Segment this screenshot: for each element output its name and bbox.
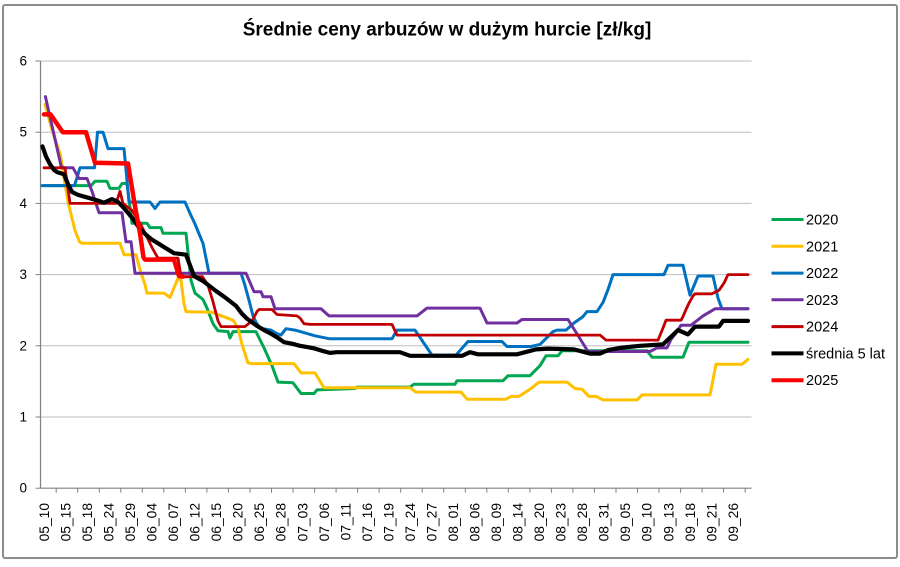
svg-text:07_27: 07_27 <box>424 503 439 541</box>
svg-text:08_28: 08_28 <box>575 503 590 542</box>
svg-text:07_16: 07_16 <box>360 503 375 542</box>
svg-text:3: 3 <box>19 267 27 282</box>
svg-text:07_24: 07_24 <box>403 503 418 542</box>
svg-text:2: 2 <box>19 338 27 353</box>
svg-text:08_06: 08_06 <box>468 503 483 542</box>
svg-text:07_11: 07_11 <box>338 503 353 540</box>
svg-text:06_20: 06_20 <box>231 503 246 542</box>
svg-text:09_05: 09_05 <box>618 503 633 542</box>
svg-text:średnia 5 lat: średnia 5 lat <box>806 346 885 362</box>
svg-text:06_15: 06_15 <box>209 503 224 542</box>
svg-text:06_28: 06_28 <box>274 503 289 542</box>
svg-text:07_03: 07_03 <box>295 503 310 542</box>
svg-text:05_29: 05_29 <box>123 503 138 542</box>
svg-text:05_10: 05_10 <box>37 503 52 542</box>
svg-text:07_06: 07_06 <box>317 503 332 542</box>
svg-text:09_26: 09_26 <box>726 503 741 542</box>
svg-text:2024: 2024 <box>806 320 838 336</box>
svg-text:08_01: 08_01 <box>446 503 461 541</box>
svg-text:09_10: 09_10 <box>640 503 655 542</box>
svg-text:6: 6 <box>19 54 27 69</box>
svg-text:2023: 2023 <box>806 293 838 309</box>
svg-text:5: 5 <box>19 125 27 140</box>
svg-text:2020: 2020 <box>806 213 838 229</box>
svg-text:1: 1 <box>19 410 27 425</box>
svg-text:08_09: 08_09 <box>489 503 504 542</box>
svg-text:Średnie ceny arbuzów w dużym h: Średnie ceny arbuzów w dużym hurcie [zł/… <box>243 19 652 41</box>
svg-text:2025: 2025 <box>806 373 838 389</box>
svg-text:07_19: 07_19 <box>381 503 396 542</box>
svg-text:05_18: 05_18 <box>80 503 95 542</box>
svg-text:08_20: 08_20 <box>532 503 547 542</box>
svg-text:09_13: 09_13 <box>661 503 676 542</box>
svg-text:06_25: 06_25 <box>252 503 267 542</box>
svg-text:4: 4 <box>19 196 27 211</box>
svg-text:06_12: 06_12 <box>188 503 203 541</box>
svg-text:0: 0 <box>19 481 27 496</box>
svg-text:06_04: 06_04 <box>145 503 160 542</box>
svg-text:09_21: 09_21 <box>704 503 719 541</box>
svg-text:08_14: 08_14 <box>511 503 526 542</box>
svg-text:06_07: 06_07 <box>166 503 181 541</box>
svg-text:2021: 2021 <box>806 239 838 255</box>
svg-text:09_18: 09_18 <box>683 503 698 542</box>
svg-text:08_23: 08_23 <box>554 503 569 542</box>
svg-text:05_15: 05_15 <box>58 503 73 542</box>
svg-text:05_24: 05_24 <box>102 503 117 542</box>
svg-text:08_31: 08_31 <box>597 503 612 541</box>
svg-text:2022: 2022 <box>806 266 838 282</box>
